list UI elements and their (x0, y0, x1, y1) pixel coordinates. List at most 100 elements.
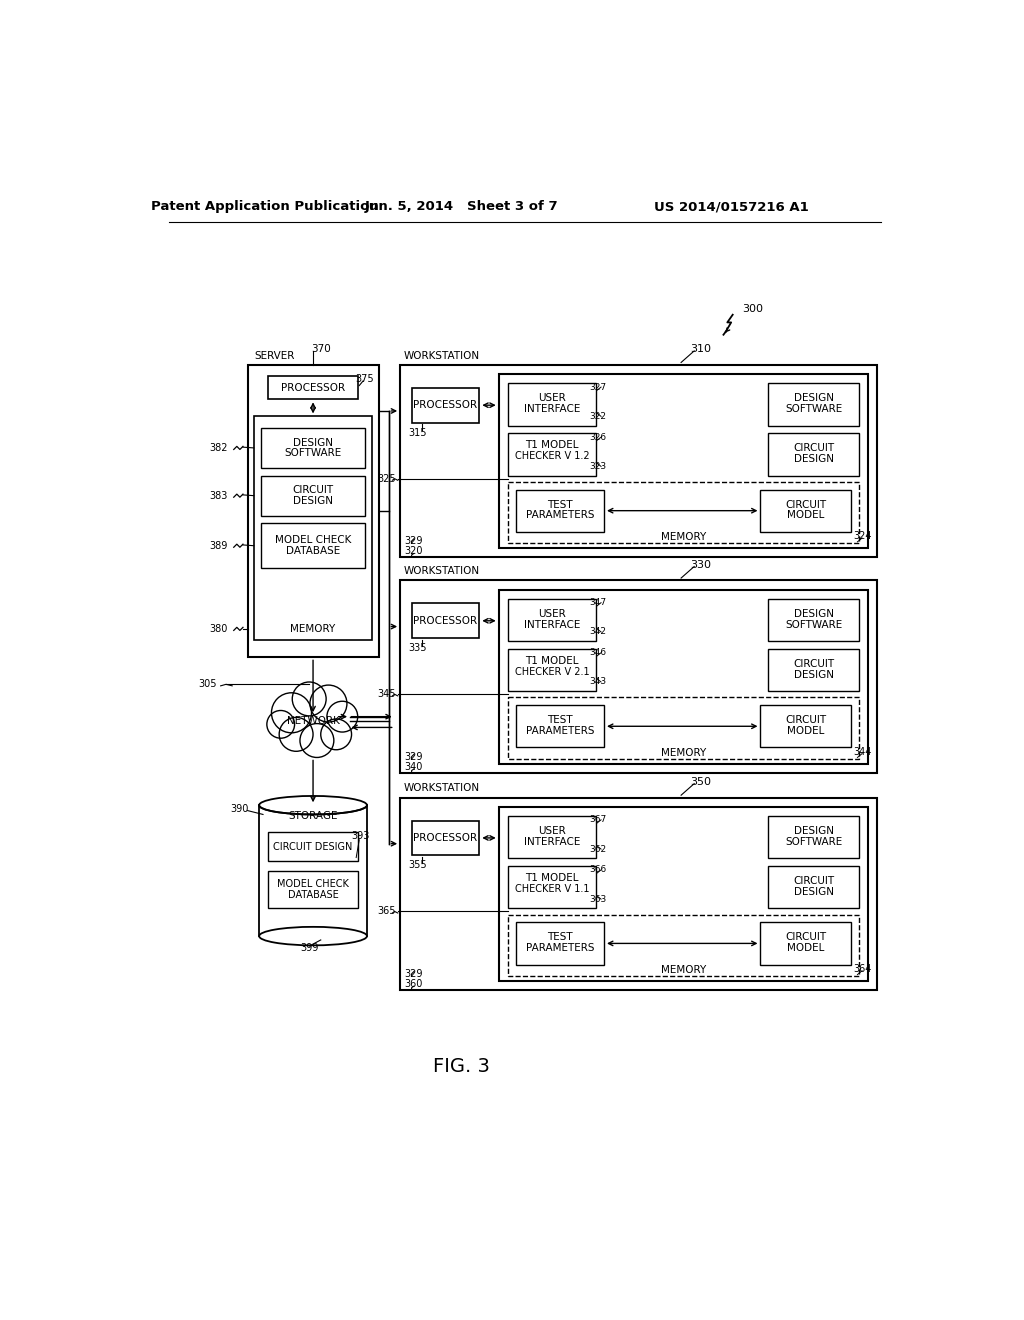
Text: FIG. 3: FIG. 3 (433, 1057, 490, 1077)
Bar (400, 581, 878, 774)
Bar (768, 649, 859, 692)
Text: 375: 375 (355, 374, 374, 384)
Text: WORKSTATION: WORKSTATION (403, 783, 480, 793)
Bar (768, 816, 859, 858)
Text: INTERFACE: INTERFACE (524, 837, 581, 846)
Bar (499, 807, 868, 981)
Circle shape (327, 701, 357, 733)
Text: 342: 342 (590, 627, 606, 636)
Text: TEST: TEST (547, 932, 572, 942)
Text: PROCESSOR: PROCESSOR (281, 383, 345, 393)
Text: MEMORY: MEMORY (660, 532, 706, 543)
Ellipse shape (259, 796, 367, 814)
Bar (761, 923, 851, 965)
Text: 343: 343 (590, 677, 606, 686)
Text: 389: 389 (209, 541, 227, 550)
Text: USER: USER (539, 393, 566, 403)
Text: STORAGE: STORAGE (289, 810, 338, 821)
Text: 327: 327 (590, 383, 606, 392)
Text: 340: 340 (403, 762, 422, 772)
Text: MODEL: MODEL (787, 726, 824, 735)
Bar (508, 866, 596, 908)
Circle shape (300, 723, 334, 758)
Text: 329: 329 (403, 536, 423, 546)
Text: PARAMETERS: PARAMETERS (525, 511, 594, 520)
Text: 305: 305 (199, 680, 217, 689)
Bar (508, 915, 859, 977)
Text: 382: 382 (209, 444, 227, 453)
Text: CIRCUIT: CIRCUIT (785, 932, 826, 942)
Text: TEST: TEST (547, 715, 572, 725)
Text: CHECKER V 1.1: CHECKER V 1.1 (515, 884, 590, 894)
Bar (261, 475, 365, 516)
Text: NETWORK: NETWORK (287, 715, 340, 726)
Text: DESIGN: DESIGN (794, 669, 834, 680)
Text: 360: 360 (403, 979, 422, 989)
Text: DESIGN: DESIGN (293, 437, 333, 447)
Bar (768, 433, 859, 475)
Text: 383: 383 (209, 491, 227, 500)
Text: PARAMETERS: PARAMETERS (525, 726, 594, 735)
Text: SOFTWARE: SOFTWARE (785, 837, 842, 846)
Text: WORKSTATION: WORKSTATION (403, 566, 480, 576)
Circle shape (321, 719, 351, 750)
Text: MEMORY: MEMORY (660, 965, 706, 975)
Text: MODEL CHECK: MODEL CHECK (274, 536, 351, 545)
Text: 365: 365 (378, 907, 396, 916)
Text: CIRCUIT: CIRCUIT (785, 715, 826, 725)
Text: CHECKER V 2.1: CHECKER V 2.1 (515, 667, 590, 677)
Text: 363: 363 (590, 895, 606, 904)
Text: 315: 315 (409, 428, 427, 437)
Text: Patent Application Publication: Patent Application Publication (152, 201, 379, 214)
Bar (515, 923, 604, 965)
Text: 322: 322 (590, 412, 606, 421)
Text: 345: 345 (378, 689, 396, 700)
Bar (508, 697, 859, 759)
Bar (508, 433, 596, 475)
Bar (267, 376, 358, 400)
Circle shape (280, 718, 313, 751)
Text: DESIGN: DESIGN (794, 454, 834, 465)
Bar (508, 482, 859, 544)
Text: MEMORY: MEMORY (291, 624, 336, 634)
Bar (768, 383, 859, 425)
Text: 346: 346 (590, 648, 606, 657)
Text: DATABASE: DATABASE (286, 546, 340, 556)
Bar (499, 590, 868, 763)
Text: CIRCUIT: CIRCUIT (293, 486, 334, 495)
Bar (268, 832, 357, 862)
Bar (768, 866, 859, 908)
Text: 330: 330 (690, 560, 711, 570)
Text: DESIGN: DESIGN (293, 496, 333, 506)
Text: 329: 329 (403, 751, 423, 762)
Text: PROCESSOR: PROCESSOR (414, 833, 477, 843)
Text: DESIGN: DESIGN (794, 887, 834, 896)
Text: 347: 347 (590, 598, 606, 607)
Text: SOFTWARE: SOFTWARE (785, 404, 842, 414)
Text: CIRCUIT: CIRCUIT (785, 499, 826, 510)
Bar (508, 649, 596, 692)
Text: 393: 393 (351, 832, 370, 841)
Text: DESIGN: DESIGN (794, 609, 834, 619)
Text: CIRCUIT: CIRCUIT (793, 659, 835, 669)
Bar (412, 388, 479, 422)
Text: T1 MODEL: T1 MODEL (525, 873, 579, 883)
Text: 350: 350 (690, 777, 711, 787)
Text: 310: 310 (690, 345, 711, 354)
Bar (508, 383, 596, 425)
Text: 366: 366 (590, 866, 606, 874)
Text: 300: 300 (742, 305, 763, 314)
Text: WORKSTATION: WORKSTATION (403, 351, 480, 360)
Text: PROCESSOR: PROCESSOR (414, 400, 477, 411)
Ellipse shape (259, 927, 367, 945)
Text: T1 MODEL: T1 MODEL (525, 441, 579, 450)
Text: 320: 320 (403, 546, 423, 556)
Bar (508, 599, 596, 642)
Text: SOFTWARE: SOFTWARE (785, 619, 842, 630)
Text: SERVER: SERVER (254, 351, 295, 360)
Text: CHECKER V 1.2: CHECKER V 1.2 (515, 451, 590, 461)
Text: MEMORY: MEMORY (660, 748, 706, 758)
Text: 324: 324 (854, 532, 872, 541)
Text: US 2014/0157216 A1: US 2014/0157216 A1 (653, 201, 809, 214)
Text: Jun. 5, 2014   Sheet 3 of 7: Jun. 5, 2014 Sheet 3 of 7 (365, 201, 558, 214)
